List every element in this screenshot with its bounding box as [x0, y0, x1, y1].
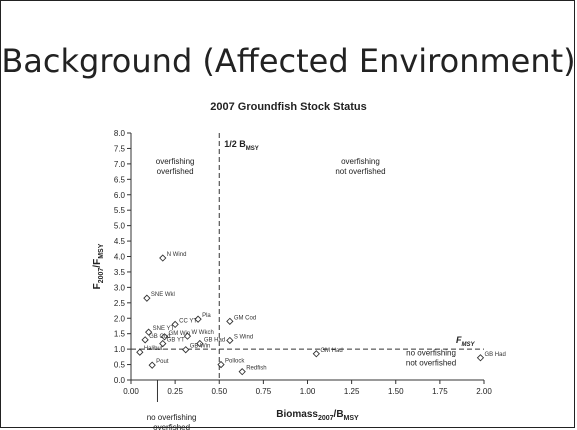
data-point	[476, 354, 485, 362]
y-tick-label: 8.0	[114, 129, 126, 138]
data-point	[183, 332, 192, 340]
data-point-label: Redfish	[246, 366, 266, 372]
y-tick-label: 6.0	[114, 191, 126, 200]
y-tick-label: 4.0	[114, 253, 126, 262]
chart-title: 2007 Groundfish Stock Status	[210, 101, 367, 113]
x-tick-label: 1.50	[388, 387, 404, 396]
x-tick-label: 0.50	[211, 387, 227, 396]
data-point-label: Pollock	[225, 359, 245, 365]
y-tick-label: 1.0	[114, 345, 126, 354]
quadrant-label: no overfishing not overfished	[406, 348, 456, 367]
data-point-label: GB Cod	[149, 334, 170, 340]
data-point	[217, 360, 225, 369]
data-point-label: SNE YT	[153, 326, 175, 332]
data-point-label: GB Had	[204, 338, 225, 344]
data-point-label: SNE Wkl	[151, 292, 175, 298]
data-point-label: GB YT	[167, 338, 185, 344]
data-point-label: Pla	[202, 313, 211, 319]
data-point	[141, 336, 149, 344]
data-point	[143, 294, 151, 302]
x-axis-title: Biomass2007/BMSY	[276, 409, 359, 422]
data-point	[182, 346, 190, 354]
reference-lines: 1/2 BMSY FMSY	[131, 133, 484, 380]
data-point-label: GM Win	[169, 331, 191, 337]
quadrant-label: overfishing not overfished	[335, 157, 385, 176]
data-point	[160, 333, 169, 341]
data-point	[194, 315, 202, 323]
x-tick-label: 1.00	[300, 387, 316, 396]
data-point-label: GM Had	[320, 348, 342, 354]
y-tick-label: 7.0	[114, 160, 126, 169]
data-point	[159, 254, 167, 262]
y-tick-label: 6.5	[114, 175, 126, 184]
data-point	[196, 339, 204, 348]
y-tick-label: 2.5	[114, 299, 126, 308]
y-tick-label: 1.5	[114, 330, 126, 339]
y-tick-label: 4.5	[114, 237, 126, 246]
y-tick-label: 2.0	[114, 314, 126, 323]
data-point	[171, 320, 179, 329]
data-point-label: Pout	[156, 359, 169, 365]
data-point-label: GB Win	[190, 344, 211, 350]
data-point	[226, 336, 234, 345]
axis-titles: Biomass2007/BMSY F2007/FMSY	[92, 243, 359, 422]
data-point-label: GM Cod	[234, 315, 256, 321]
y-tick-label: 5.5	[114, 206, 126, 215]
data-point	[136, 348, 144, 356]
data-point	[148, 361, 156, 369]
data-point-label: CC YT	[179, 318, 197, 324]
fmsy-label: FMSY	[456, 335, 476, 348]
x-tick-label: 1.25	[344, 387, 360, 396]
x-tick-label: 1.75	[432, 387, 448, 396]
y-tick-label: 3.0	[114, 283, 126, 292]
y-axis-title: F2007/FMSY	[92, 243, 105, 289]
y-tick-label: 0.5	[114, 361, 126, 370]
data-point	[238, 368, 246, 376]
y-tick-label: 3.5	[114, 268, 126, 277]
data-point-label: GB Had	[484, 352, 505, 358]
data-points: N Wind SNE Wkl GM Cod Pla CC YT SNE YT S Wind G…	[136, 252, 506, 376]
data-point-label: N Wind	[167, 252, 187, 258]
data-point-label: S Wind	[234, 334, 253, 340]
x-tick-label: 2.00	[476, 387, 492, 396]
quadrant-labels: overfishing overfished overfishing not over…	[147, 157, 456, 430]
y-tick-label: 7.5	[114, 144, 126, 153]
axes: 0.0 0.5 1.0 1.5 2.0 2.5 3.0 3.5 4.0 4.5 5.0 5.5 6.0 6…	[114, 129, 492, 396]
quadrant-label: no overfishing overfished	[147, 413, 197, 430]
quadrant-label: overfishing overfished	[156, 157, 195, 176]
half-bmsy-label: 1/2 BMSY	[224, 139, 259, 152]
data-point	[159, 339, 167, 348]
y-tick-label: 5.0	[114, 222, 126, 231]
y-tick-label: 0.0	[114, 376, 126, 385]
x-tick-label: 0.25	[167, 387, 183, 396]
data-point-label: W Wkch	[191, 330, 213, 336]
data-point-label: Halibut	[144, 346, 163, 352]
data-point	[145, 328, 153, 336]
x-tick-label: 0.75	[256, 387, 272, 396]
x-tick-label: 0.00	[123, 387, 139, 396]
data-point	[312, 350, 320, 358]
data-point	[226, 317, 234, 325]
slide-title: Background (Affected Environment)	[1, 42, 576, 80]
